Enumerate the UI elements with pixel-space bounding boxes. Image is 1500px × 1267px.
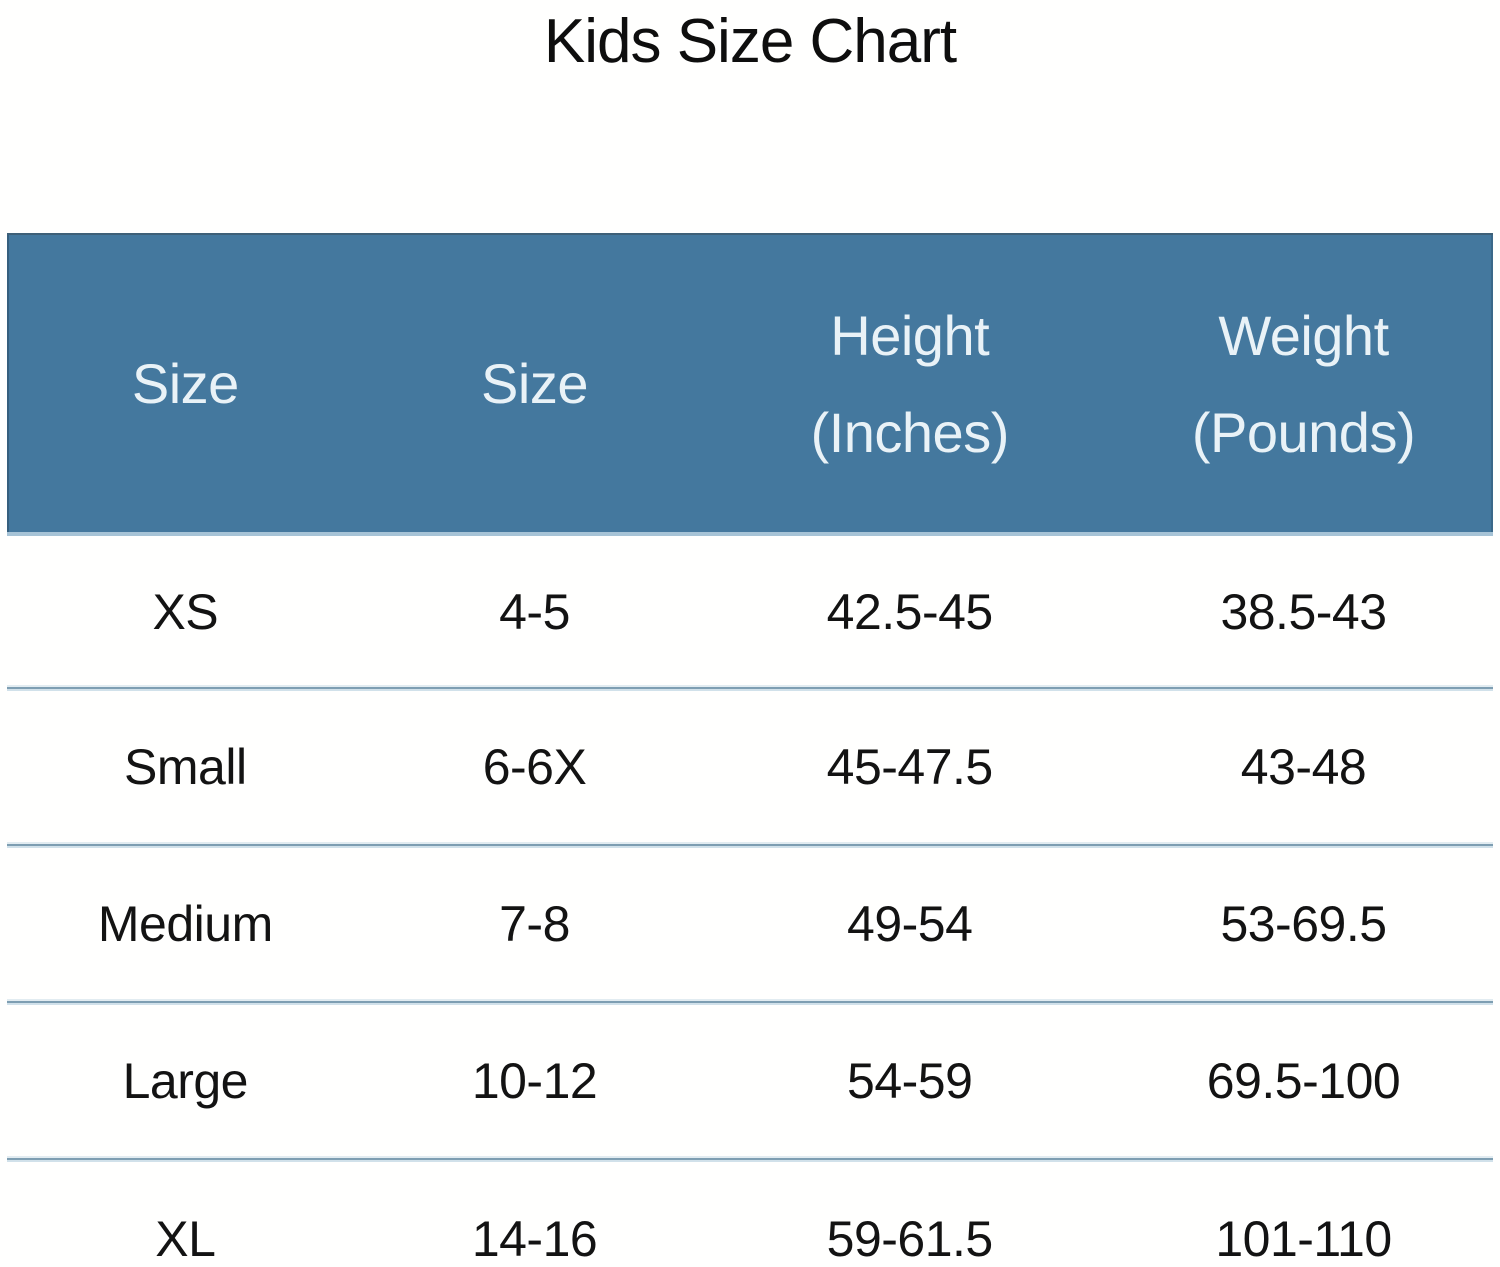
cell-size-name: Large (122, 1052, 249, 1109)
table-row-large: Large 10-12 54-59 69.5-100 (7, 1003, 1493, 1160)
cell-size-name: XL (155, 1210, 216, 1267)
cell-height-range: 54-59 (847, 1052, 973, 1109)
header-cell-weight-pounds: Weight (Pounds) (1114, 235, 1493, 532)
table-header-row: Size Size Height (Inches) Weight (Pounds… (7, 233, 1493, 536)
cell-size-number: 7-8 (499, 895, 570, 952)
header-label: Size (131, 352, 239, 415)
cell-size-number: 4-5 (499, 583, 570, 640)
page-title: Kids Size Chart (543, 7, 957, 76)
table-row-xl: XL 14-16 59-61.5 101-110 (7, 1160, 1493, 1267)
header-label-line: (Inches) (810, 400, 1010, 464)
cell-height-range: 42.5-45 (826, 583, 994, 640)
cell-size-number: 14-16 (471, 1210, 598, 1267)
cell-size-name: Small (124, 738, 247, 795)
header-label: Size (481, 352, 588, 415)
header-label-line: Height (830, 303, 990, 367)
cell-weight-range: 38.5-43 (1220, 583, 1387, 640)
cell-weight-range: 69.5-100 (1206, 1052, 1401, 1109)
cell-height-range: 49-54 (847, 895, 973, 952)
size-chart-page: Kids Size Chart Size Size Height (Inches… (0, 6, 1500, 1267)
header-label-line: Weight (1218, 303, 1389, 367)
cell-height-range: 59-61.5 (826, 1210, 994, 1267)
header-label-line: (Pounds) (1191, 400, 1416, 464)
cell-size-number: 6-6X (482, 738, 587, 795)
cell-size-name: XS (152, 583, 219, 640)
size-table: Size Size Height (Inches) Weight (Pounds… (7, 233, 1493, 1267)
header-cell-size-1: Size (7, 235, 364, 532)
header-cell-height-inches: Height (Inches) (705, 235, 1114, 532)
table-row-small: Small 6-6X 45-47.5 43-48 (7, 689, 1493, 846)
header-cell-size-2: Size (364, 235, 706, 532)
cell-weight-range: 53-69.5 (1220, 895, 1387, 952)
cell-weight-range: 43-48 (1240, 738, 1367, 795)
cell-height-range: 45-47.5 (826, 738, 994, 795)
table-body: XS 4-5 42.5-45 38.5-43 Small 6-6X 45-47.… (7, 536, 1493, 1267)
table-row-xs: XS 4-5 42.5-45 38.5-43 (7, 536, 1493, 689)
cell-weight-range: 101-110 (1215, 1210, 1392, 1267)
cell-size-number: 10-12 (471, 1052, 598, 1109)
table-row-medium: Medium 7-8 49-54 53-69.5 (7, 846, 1493, 1003)
cell-size-name: Medium (97, 895, 273, 952)
